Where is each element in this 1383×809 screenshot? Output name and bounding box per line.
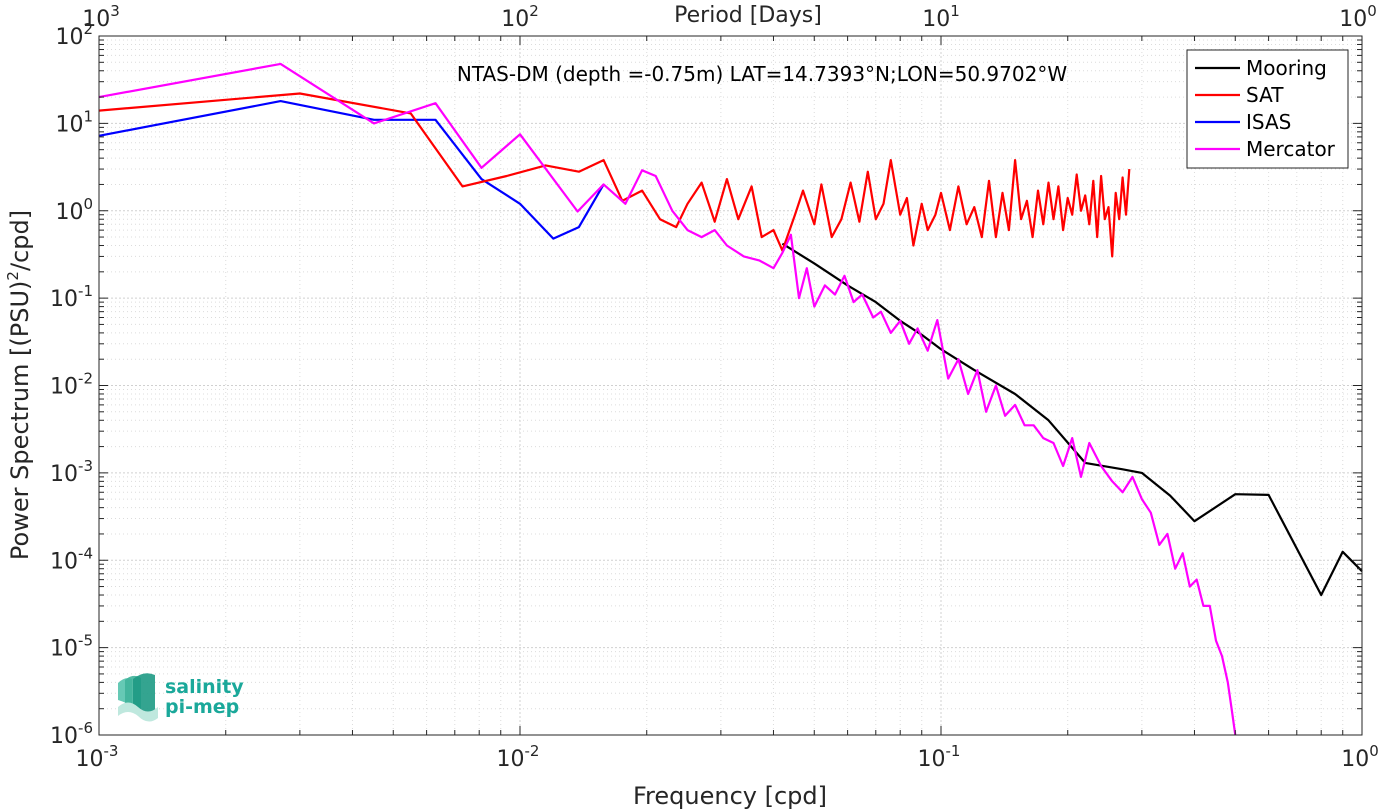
top-tick-label: 101 [922,2,960,32]
x-tick-label-exp: -1 [946,742,961,760]
series-line-mooring [781,242,1363,597]
y-tick-label-base: 10 [50,637,78,662]
y-axis-title-sup: 2 [4,271,22,281]
y-tick-label-base: 10 [55,200,83,225]
x-tick-label-exp: -2 [525,742,540,760]
x-tick-label-base: 10 [918,747,946,772]
salinity-pi-mep-logo: salinity pi-mep [118,673,244,722]
y-tick-label: 10-1 [50,282,93,312]
x-tick-label-exp: -3 [104,742,119,760]
legend-label-isas: ISAS [1246,110,1291,134]
chart-title: NTAS-DM (depth =-0.75m) LAT=14.7393°N;LO… [457,62,1067,86]
y-axis-title: Power Spectrum [(PSU)2/cpd] [4,210,34,560]
y-tick-label: 10-5 [50,632,93,662]
x-tick-label-base: 10 [76,747,104,772]
y-tick-label: 10-6 [50,719,93,749]
axis-ticks [98,35,1363,736]
y-tick-label-exp: -3 [78,457,93,475]
x-tick-label-base: 10 [497,747,525,772]
legend: Mooring SAT ISAS Mercator [1186,49,1349,169]
x-tick-label-exp: 0 [1369,742,1379,760]
legend-label-mooring: Mooring [1246,56,1327,80]
series-line-sat [98,92,1131,258]
y-tick-label-exp: -4 [78,544,93,562]
top-tick-label-exp: 1 [950,2,960,20]
y-tick-label-exp: 2 [83,20,93,38]
y-tick-label-exp: 0 [83,195,93,213]
y-tick-label-base: 10 [55,25,83,50]
y-tick-label-exp: -5 [78,632,93,650]
y-tick-label-exp: -2 [78,370,93,388]
logo-line-2: pi-mep [165,696,239,718]
top-tick-label-base: 10 [82,7,110,32]
legend-label-mercator: Mercator [1246,137,1336,161]
top-tick-labels: 103 102 101 100 [82,2,1377,32]
x-tick-label-base: 10 [1341,747,1369,772]
top-tick-label-exp: 0 [1367,2,1377,20]
series-line-isas [98,99,605,240]
legend-label-sat: SAT [1246,83,1284,107]
x-tick-label: 10-1 [918,742,961,772]
top-tick-label-base: 10 [922,7,950,32]
top-tick-label: 102 [501,2,539,32]
top-tick-label: 103 [82,2,120,32]
top-tick-label-base: 10 [501,7,529,32]
y-tick-label-base: 10 [50,462,78,487]
x-tick-labels: 10-3 10-2 10-1 100 [76,742,1379,772]
top-tick-label: 100 [1339,2,1377,32]
y-axis-title-prefix: Power Spectrum [(PSU) [6,281,34,560]
y-axis-title-suffix: /cpd] [6,210,34,271]
top-tick-label-exp: 3 [110,2,120,20]
logo-waves-icon [118,673,158,722]
y-tick-label-exp: -1 [78,282,93,300]
y-tick-label-exp: 1 [83,107,93,125]
top-tick-label-exp: 2 [529,2,539,20]
y-tick-label: 100 [55,195,93,225]
top-tick-label-base: 10 [1339,7,1367,32]
minor-grid [99,36,1362,735]
y-tick-label-base: 10 [55,112,83,137]
y-tick-label: 10-4 [50,544,93,574]
y-tick-label-base: 10 [50,724,78,749]
series-layer [98,62,1363,736]
x-axis-title: Frequency [cpd] [633,782,827,809]
top-axis-title: Period [Days] [674,3,822,28]
y-tick-label-base: 10 [50,287,78,312]
logo-line-1: salinity [165,676,244,698]
series-line-mercator [98,62,1237,736]
y-tick-label-base: 10 [50,375,78,400]
y-tick-label: 10-2 [50,370,93,400]
x-tick-label: 100 [1341,742,1379,772]
y-tick-label: 102 [55,20,93,50]
y-tick-label: 101 [55,107,93,137]
x-tick-label: 10-3 [76,742,119,772]
x-tick-label: 10-2 [497,742,540,772]
y-tick-label: 10-3 [50,457,93,487]
y-tick-label-exp: -6 [78,719,93,737]
y-tick-label-base: 10 [50,549,78,574]
legend-items: Mooring SAT ISAS Mercator [1195,56,1336,161]
